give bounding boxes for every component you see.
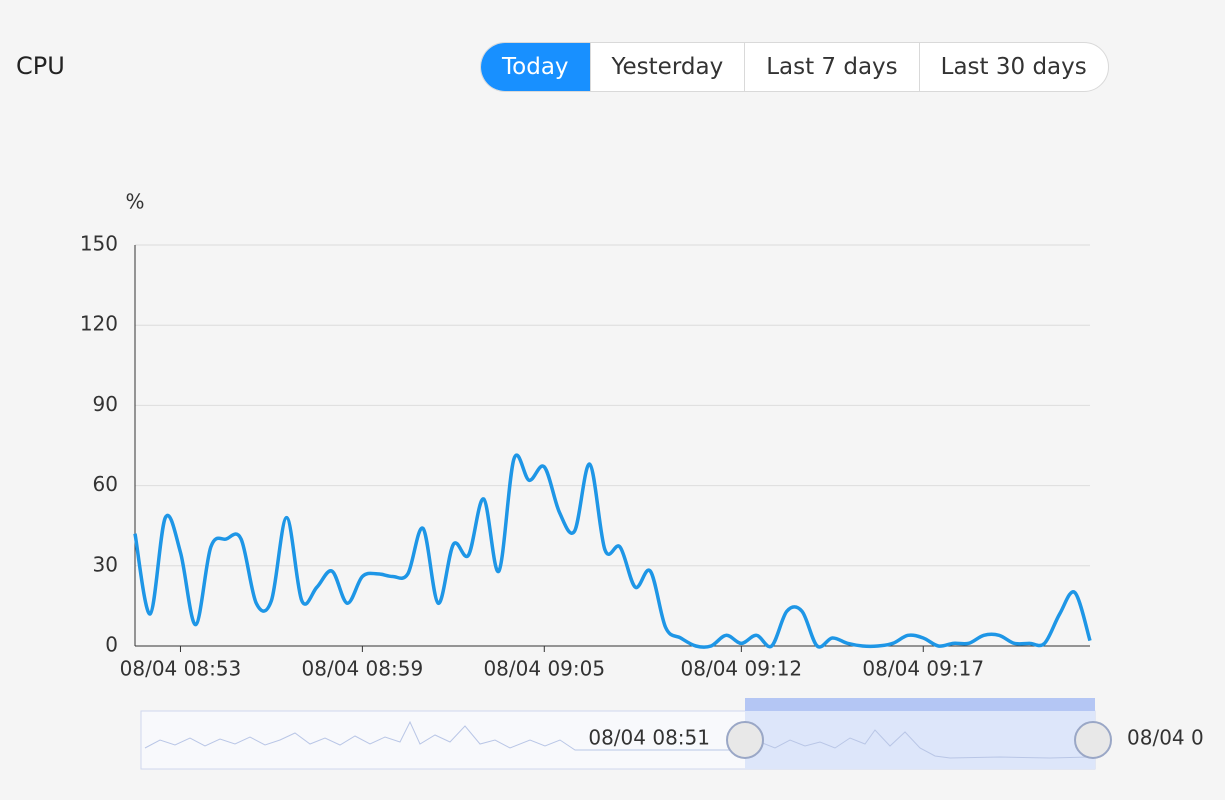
zoom-bar[interactable] — [745, 698, 1095, 711]
zoom-start-label: 08/04 08:51 — [588, 726, 710, 750]
x-tick-label: 08/04 09:17 — [862, 657, 984, 681]
y-tick-label: 120 — [80, 312, 118, 336]
y-tick-label: 90 — [93, 392, 118, 416]
zoom-window — [745, 711, 1095, 769]
zoom-slider[interactable]: 08/04 08:51 08/04 0 — [140, 698, 1204, 770]
range-button[interactable]: Yesterday — [589, 43, 745, 91]
x-tick-label: 08/04 08:59 — [302, 657, 424, 681]
x-tick-label: 08/04 08:53 — [120, 657, 242, 681]
range-button[interactable]: Today — [481, 43, 590, 91]
y-tick-label: 150 — [80, 232, 118, 256]
x-tick-label: 08/04 09:05 — [483, 657, 605, 681]
range-button[interactable]: Last 7 days — [744, 43, 918, 91]
x-tick-label: 08/04 09:12 — [681, 657, 803, 681]
zoom-handle[interactable] — [1074, 721, 1112, 759]
y-tick-label: 0 — [105, 633, 118, 657]
y-tick-label: 60 — [93, 472, 118, 496]
page-title: CPU — [16, 52, 65, 80]
y-tick-label: 30 — [93, 552, 118, 576]
zoom-handle[interactable] — [726, 721, 764, 759]
range-buttons: Today Yesterday Last 7 days Last 30 days — [480, 42, 1109, 92]
series-line — [133, 453, 1092, 649]
range-button[interactable]: Last 30 days — [918, 43, 1108, 91]
y-axis-unit: % — [125, 190, 144, 214]
zoom-end-label: 08/04 0 — [1127, 726, 1204, 750]
zoom-preview — [144, 720, 1091, 759]
